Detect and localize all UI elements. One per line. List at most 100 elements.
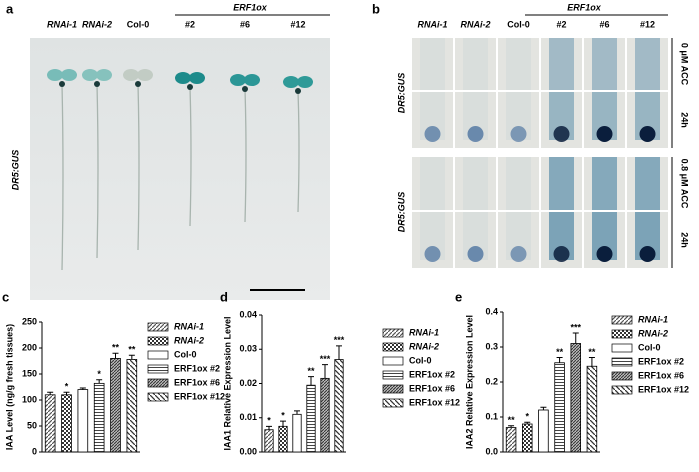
column-label: #2 <box>185 19 195 29</box>
y-tick-label: 0.01 <box>239 412 257 422</box>
y-axis-label: IAA1 Relative Expression Level <box>222 316 232 450</box>
column-label: #6 <box>599 19 609 29</box>
error-bar <box>128 354 135 360</box>
bar <box>320 377 330 453</box>
significance: * <box>267 416 271 426</box>
bar <box>306 384 316 453</box>
group-label: ERF1ox <box>567 2 602 12</box>
root-tip <box>553 126 570 142</box>
photo <box>455 157 496 210</box>
column-label: RNAi-2 <box>82 19 112 29</box>
root-tip <box>639 126 656 142</box>
error-bar <box>588 357 595 367</box>
significance: ** <box>307 366 315 376</box>
column-label: #12 <box>640 19 655 29</box>
error-bar <box>524 421 531 424</box>
panel-letter: c <box>2 289 9 304</box>
y-axis-label: IAA Level (ng/g fresh tissues) <box>4 324 14 450</box>
significance: * <box>97 369 101 379</box>
significance: ** <box>112 343 120 353</box>
root <box>506 38 531 90</box>
root <box>463 157 488 210</box>
photo <box>498 157 539 210</box>
root-tip <box>424 246 441 262</box>
root-tip <box>596 126 613 142</box>
y-tick-label: 0.0 <box>485 446 498 456</box>
error-bar <box>308 376 314 386</box>
bar <box>522 423 533 453</box>
legend-label: Col-0 <box>409 355 432 365</box>
legend-label: RNAi-1 <box>638 314 668 324</box>
bar <box>586 365 598 453</box>
legend-label: RNAi-1 <box>174 321 204 331</box>
y-axis-label: IAA2 Relative Expression Level <box>464 315 474 449</box>
cotyledon <box>244 74 260 86</box>
error-bar <box>336 345 342 360</box>
legend-label: RNAi-1 <box>409 327 439 337</box>
seedling-root <box>137 83 140 251</box>
time-label: 24h <box>680 232 690 248</box>
bar <box>93 382 105 453</box>
y-tick-label: 250 <box>22 316 37 326</box>
hypocotyl <box>295 88 301 94</box>
significance: *** <box>570 322 581 332</box>
legend-swatch <box>147 336 169 346</box>
time-label: 24h <box>680 112 690 128</box>
photo <box>412 157 453 210</box>
y-tick-label: 150 <box>22 368 37 378</box>
column-label: Col-0 <box>507 19 530 29</box>
column-label: RNAi-1 <box>417 19 447 29</box>
legend-swatch <box>611 385 633 395</box>
root <box>592 38 617 90</box>
photo <box>455 38 496 90</box>
cotyledon <box>61 69 77 81</box>
error-bar <box>294 410 300 415</box>
panel-letter: b <box>372 1 380 16</box>
cotyledon <box>47 69 63 81</box>
legend-swatch <box>382 384 404 394</box>
root <box>592 157 617 210</box>
root <box>549 38 574 90</box>
error-bar <box>63 391 70 395</box>
bar <box>554 362 565 453</box>
y-tick-label: 200 <box>22 342 37 352</box>
legend-label: ERF1ox #6 <box>409 383 455 393</box>
y-tick-label: 50 <box>27 420 37 430</box>
legend-label: ERF1ox #6 <box>638 370 684 380</box>
legend-swatch <box>147 350 169 360</box>
cotyledon <box>123 69 139 81</box>
y-tick-label: 0.04 <box>239 309 257 319</box>
legend-swatch <box>382 370 404 380</box>
legend-label: RNAi-2 <box>409 341 439 351</box>
bar <box>126 359 138 453</box>
panel-letter: e <box>455 289 462 304</box>
bar <box>110 357 121 453</box>
legend-swatch <box>611 371 633 381</box>
panel-b: b ERF1ox RNAi-1 RNAi-2 Col-0 #2 #6 #12 DR5:GUS… <box>372 1 690 268</box>
bar <box>44 394 56 453</box>
treatment-label: 0 μM ACC <box>680 43 690 86</box>
column-label: Col-0 <box>127 19 150 29</box>
cotyledon <box>297 76 313 88</box>
hypocotyl <box>135 81 141 87</box>
error-bar <box>280 420 286 427</box>
photo <box>412 38 453 90</box>
error-bar <box>266 425 272 430</box>
legend-swatch <box>611 315 633 325</box>
cotyledon <box>96 69 112 81</box>
panel-letter: d <box>220 289 228 304</box>
cotyledon <box>189 72 205 84</box>
legend-swatch <box>611 329 633 339</box>
legend-label: ERF1ox #2 <box>409 369 455 379</box>
seedling-root <box>189 86 192 227</box>
significance: ** <box>508 415 516 425</box>
side-label: DR5:GUS <box>396 73 406 114</box>
legend-swatch <box>611 357 633 367</box>
y-tick-label: 100 <box>22 394 37 404</box>
legend-label: ERF1ox #2 <box>638 356 684 366</box>
legend-swatch <box>382 328 404 338</box>
root-tip <box>596 246 613 262</box>
side-label: DR5:GUS <box>396 192 406 233</box>
legend-label: ERF1ox #12 <box>409 397 460 407</box>
